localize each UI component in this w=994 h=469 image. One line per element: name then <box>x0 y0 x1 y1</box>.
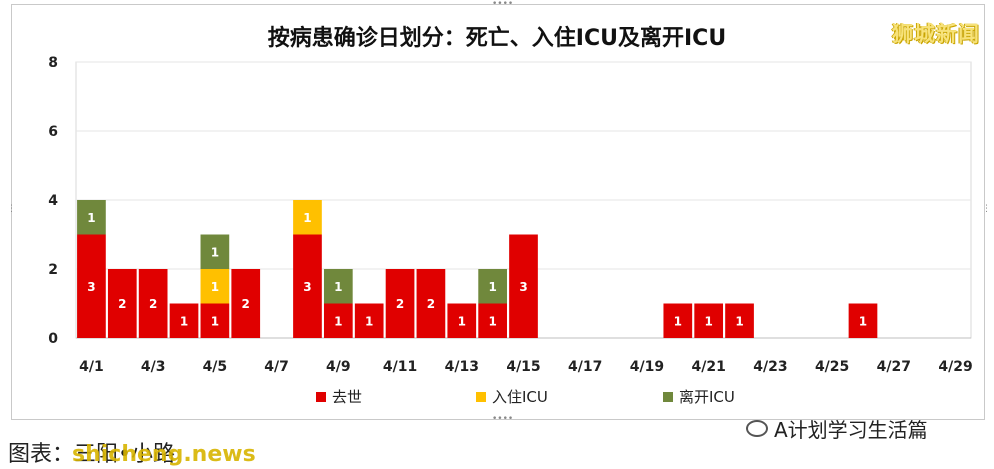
bar-segment <box>323 303 353 338</box>
bar-segment <box>663 303 693 338</box>
bar-data-label: 2 <box>242 297 250 311</box>
y-tick-label: 4 <box>48 193 58 209</box>
bar-segment <box>169 303 199 338</box>
bar-data-label: 1 <box>735 314 743 328</box>
bar-data-label: 1 <box>334 280 342 294</box>
bar-segment <box>231 269 261 338</box>
x-tick-label: 4/13 <box>445 359 479 375</box>
x-tick-label: 4/27 <box>877 359 911 375</box>
resize-handle-left[interactable]: ⋮ <box>7 204 16 214</box>
watermark-logo-text: 狮城新闻 <box>892 22 980 46</box>
legend-item: 入住ICU <box>476 386 548 407</box>
bar-segment <box>200 234 230 269</box>
bar-segment <box>478 303 507 338</box>
bar-data-label: 1 <box>458 314 466 328</box>
x-tick-label: 4/7 <box>264 359 289 375</box>
bar-segment <box>416 269 446 338</box>
bar-segment <box>694 303 724 338</box>
credit-text: 图表：三阳•小路 <box>8 442 175 467</box>
bar-data-label: 3 <box>87 280 95 294</box>
bar-data-label: 3 <box>303 280 311 294</box>
chart-legend: 去世 入住ICU 离开ICU <box>0 386 994 410</box>
wechat-icon <box>746 420 768 437</box>
bar-segment <box>200 269 230 304</box>
bar-segment <box>725 303 754 338</box>
y-tick-label: 6 <box>48 124 58 140</box>
legend-swatch <box>316 391 326 402</box>
resize-handle-bottom[interactable]: •••• <box>492 414 514 424</box>
y-tick-label: 8 <box>48 55 58 71</box>
bar-data-label: 3 <box>519 280 527 294</box>
bar-segment <box>385 269 415 338</box>
bar-segment <box>478 269 507 304</box>
x-tick-label: 4/3 <box>141 359 166 375</box>
bar-chart: 3 1 2 2 1 1 1 1 2 3 1 1 1 1 2 2 1 1 1 3 1 1 1 1 0 2 4 6 8 4/1 4/3 4/5 4… <box>48 55 972 375</box>
bar-data-label: 1 <box>365 314 373 328</box>
bar-data-label: 2 <box>149 297 157 311</box>
bar-data-label: 1 <box>180 314 188 328</box>
x-tick-label: 4/1 <box>79 359 104 375</box>
bar-data-label: 1 <box>488 314 496 328</box>
bar-data-label: 1 <box>334 314 342 328</box>
bar-segment <box>138 269 168 338</box>
bar-segment <box>200 303 230 338</box>
legend-item: 离开ICU <box>663 386 735 407</box>
chart-frame <box>11 4 985 420</box>
resize-handle-right[interactable]: ⋮ <box>982 204 991 214</box>
bar-data-label: 1 <box>87 211 95 225</box>
resize-handle-top[interactable]: •••• <box>492 0 514 9</box>
wechat-caption: A计划学习生活篇 <box>746 414 928 443</box>
bar-data-label: 2 <box>118 297 126 311</box>
legend-swatch <box>476 391 486 402</box>
x-tick-label: 4/11 <box>383 359 417 375</box>
x-tick-label: 4/19 <box>630 359 664 375</box>
bar-data-label: 1 <box>674 314 682 328</box>
bar-segment <box>77 234 106 338</box>
bar-segment <box>323 269 353 304</box>
x-tick-label: 4/29 <box>938 359 972 375</box>
y-tick-label: 2 <box>48 262 58 278</box>
bar-segment <box>354 303 384 338</box>
x-tick-label: 4/5 <box>203 359 228 375</box>
bar-data-label: 2 <box>396 297 404 311</box>
x-tick-label: 4/17 <box>568 359 602 375</box>
caption-text: A计划学习生活篇 <box>774 418 928 442</box>
legend-item: 去世 <box>316 386 362 407</box>
legend-label: 入住ICU <box>492 388 548 406</box>
bar-segment <box>107 269 137 338</box>
x-tick-label: 4/23 <box>753 359 787 375</box>
bar-data-label: 1 <box>211 280 219 294</box>
bar-segment <box>848 303 878 338</box>
bar-data-label: 1 <box>859 314 867 328</box>
legend-label: 离开ICU <box>679 388 735 406</box>
bar-segment <box>77 200 106 235</box>
x-tick-label: 4/15 <box>506 359 540 375</box>
bar-data-label: 1 <box>303 211 311 225</box>
bar-segment <box>509 234 538 338</box>
bar-data-label: 1 <box>488 280 496 294</box>
bar-segment <box>447 303 477 338</box>
legend-swatch <box>663 391 673 402</box>
bar-segment <box>293 200 322 235</box>
bar-data-label: 2 <box>427 297 435 311</box>
watermark-site-text: shicheng.news <box>71 442 256 467</box>
chart-title: 按病患确诊日划分：死亡、入住ICU及离开ICU <box>267 26 727 51</box>
x-tick-label: 4/21 <box>692 359 726 375</box>
x-tick-label: 4/25 <box>815 359 849 375</box>
bar-data-label: 1 <box>704 314 712 328</box>
chart-credit: 图表：三阳•小路 shicheng.news <box>8 436 256 468</box>
legend-label: 去世 <box>332 388 363 406</box>
bar-data-label: 1 <box>211 245 219 259</box>
y-tick-label: 0 <box>48 331 58 347</box>
bar-data-label: 1 <box>211 314 219 328</box>
bar-segment <box>293 234 322 338</box>
x-tick-label: 4/9 <box>326 359 351 375</box>
